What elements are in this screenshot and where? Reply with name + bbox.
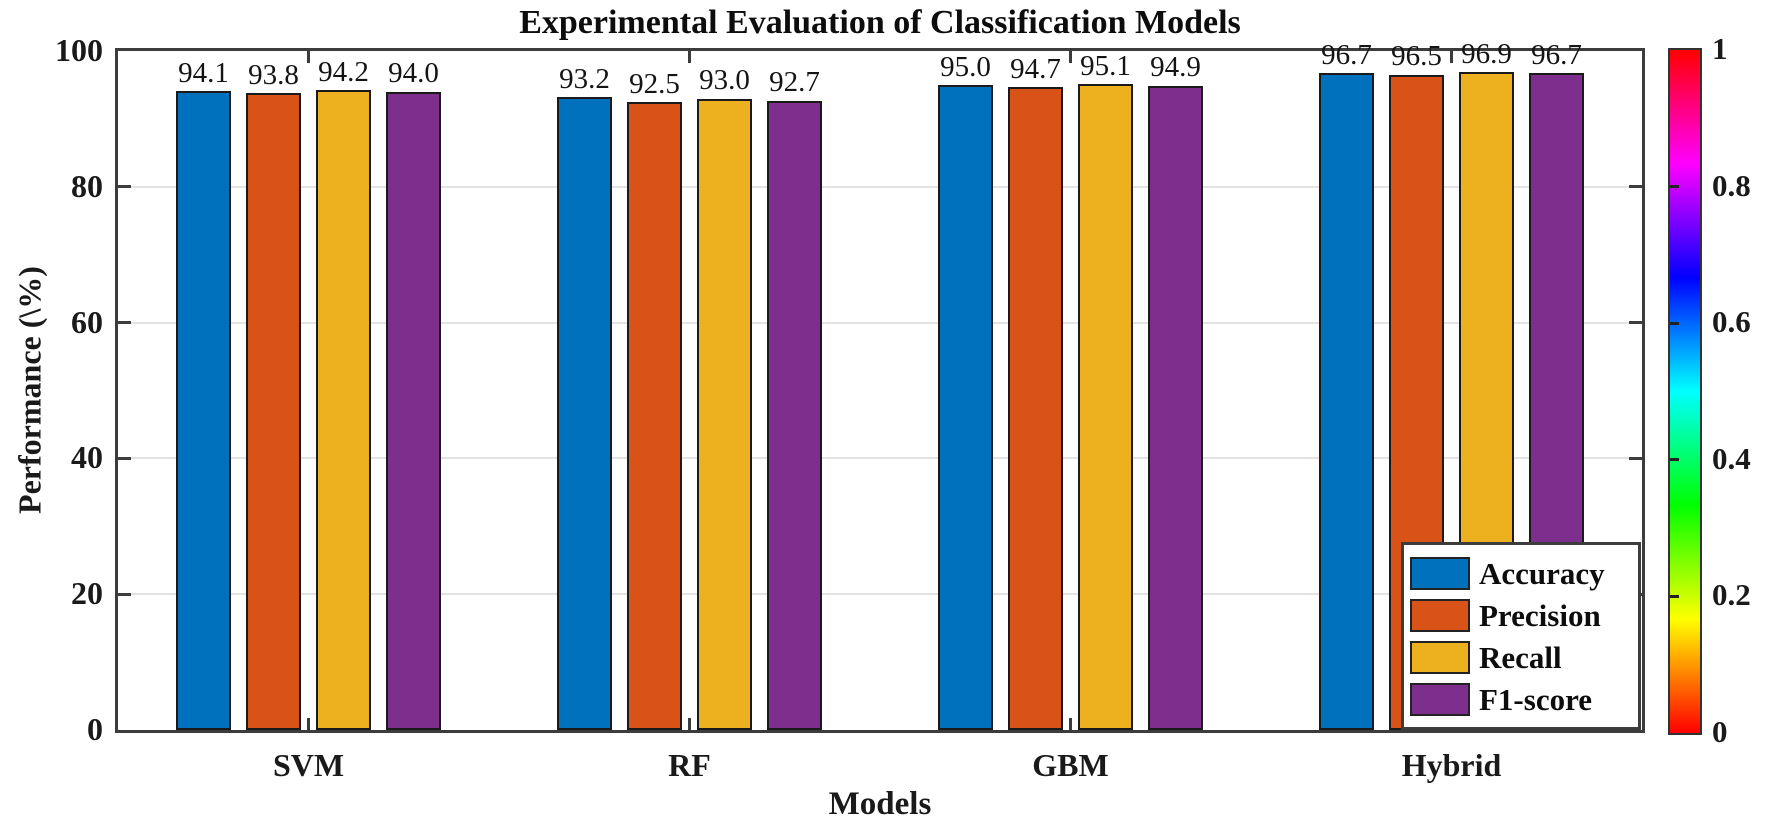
legend: Accuracy Precision Recall F1-score [1401,542,1641,730]
x-axis-tick [688,718,691,730]
bar-value-label: 92.7 [769,66,820,99]
colorbar-tick [1670,185,1679,189]
gridline [118,185,1642,188]
colorbar-tick-label: 0.4 [1712,440,1751,476]
legend-item: Accuracy [1410,555,1632,591]
bar-precision-svm [246,93,301,730]
y-axis-tick [1629,185,1642,189]
bar-accuracy-svm [176,91,231,730]
y-tick-label: 60 [71,303,103,340]
legend-label: Accuracy [1479,555,1605,591]
bar-value-label: 94.1 [178,56,229,89]
y-tick-label: 80 [71,167,103,204]
colorbar-tick-label: 1 [1712,31,1728,66]
bar-f1-score-rf [767,100,822,730]
colorbar-tick [1670,321,1679,325]
y-axis-tick [118,456,131,460]
x-axis-tick [307,51,310,63]
bar-f1-score-svm [386,91,441,730]
bar-f1-score-gbm [1148,85,1203,730]
bar-value-label: 94.2 [318,56,369,89]
bar-accuracy-gbm [938,84,993,730]
y-axis-tick [118,592,131,596]
y-tick-label: 20 [71,575,103,612]
x-tick-label: GBM [1032,747,1109,783]
bar-value-label: 94.9 [1150,51,1201,84]
x-axis-tick [307,718,310,730]
y-axis-tick [1629,321,1642,325]
x-axis-tick [1450,51,1453,63]
bar-value-label: 92.5 [629,67,680,100]
colorbar-tick [1670,594,1679,598]
legend-label: Recall [1479,639,1562,675]
bar-value-label: 93.8 [248,58,299,91]
x-tick-label: SVM [272,747,345,783]
y-axis-tick [118,321,131,325]
x-axis-label: Models [828,786,932,822]
y-axis-tick [1629,456,1642,460]
x-axis-tick [1069,51,1072,63]
bar-value-label: 94.7 [1010,52,1061,85]
bar-value-label: 95.1 [1080,49,1131,82]
y-tick-label: 40 [71,439,103,476]
colorbar-tick-label: 0.6 [1712,304,1751,340]
colorbar-tick-label: 0 [1712,714,1728,749]
chart-title: Experimental Evaluation of Classificatio… [519,4,1241,41]
plot-area: Accuracy Precision Recall F1-score 94.1 93.8… [115,38,1645,733]
legend-swatch-f1-score [1410,682,1470,716]
bar-value-label: 94.0 [388,57,439,90]
legend-swatch-recall [1410,640,1470,674]
legend-item: Recall [1410,639,1632,675]
bar-value-label: 96.7 [1531,39,1582,72]
legend-item: Precision [1410,597,1632,633]
gridline [118,593,1642,596]
legend-swatch-accuracy [1410,556,1470,590]
bar-value-label: 96.9 [1461,37,1512,70]
colorbar-tick [1670,458,1679,462]
y-tick-label: 0 [87,711,103,747]
bar-recall-rf [697,98,752,730]
bar-value-label: 93.0 [699,64,750,97]
bar-accuracy-rf [557,97,612,730]
x-axis-tick [1069,718,1072,730]
bar-value-label: 95.0 [940,50,991,83]
bar-value-label: 93.2 [559,62,610,95]
colorbar [1668,48,1702,735]
y-tick-label: 100 [55,32,103,68]
colorbar-tick-label: 0.8 [1712,167,1751,203]
bar-value-label: 96.5 [1391,40,1442,73]
bar-precision-gbm [1008,87,1063,730]
legend-swatch-precision [1410,598,1470,632]
x-axis-tick [688,51,691,63]
legend-item: F1-score [1410,681,1632,717]
bar-value-label: 96.7 [1321,39,1372,72]
x-tick-label: Hybrid [1401,747,1502,783]
legend-label: Precision [1479,597,1601,633]
bar-recall-gbm [1078,84,1133,730]
bar-recall-svm [316,90,371,730]
colorbar-tick-label: 0.2 [1712,577,1751,613]
legend-label: F1-score [1479,681,1593,717]
bar-precision-rf [627,101,682,730]
bar-accuracy-hybrid [1319,73,1374,730]
y-axis-tick [118,185,131,189]
gridline [118,457,1642,460]
x-tick-label: RF [668,747,711,783]
gridline [118,321,1642,324]
